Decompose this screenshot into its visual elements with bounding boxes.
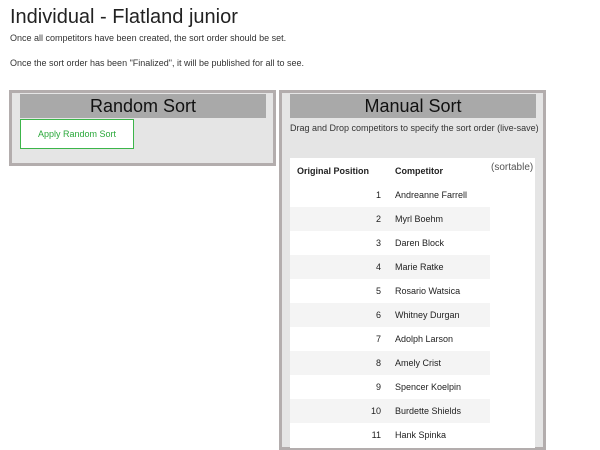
apply-button[interactable]: Apply Random Sort [20, 119, 134, 149]
table-row[interactable]: 6 Whitney Durgan [290, 303, 490, 327]
position: 6 [375, 310, 381, 320]
table-row[interactable]: 11 Hank Spinka [290, 423, 490, 447]
position: 9 [375, 382, 381, 392]
position: 1 [375, 190, 381, 200]
note: Once the sort order has been "Finalized"… [10, 58, 305, 68]
panel-title: Random Sort [20, 94, 266, 118]
competitor: Hank Spinka [395, 430, 447, 440]
position: 3 [375, 238, 381, 248]
competitor: Daren Block [395, 238, 445, 248]
table-row[interactable]: 4 Marie Ratke [290, 255, 490, 279]
competitor: Marie Ratke [395, 262, 444, 272]
page: Individual - Flatland junior Once all co… [9, 6, 546, 450]
table-row[interactable]: 8 Amely Crist [290, 351, 490, 375]
sortable-note: (sortable) [491, 162, 534, 173]
competitor: Amely Crist [395, 358, 442, 368]
table-row[interactable]: 7 Adolph Larson [290, 327, 490, 351]
competitor: Spencer Koelpin [395, 382, 462, 392]
position: 7 [375, 334, 381, 344]
note: Once all competitors have been created, … [10, 33, 287, 43]
column-header: Original Position [297, 166, 370, 176]
table-row[interactable]: 10 Burdette Shields [290, 399, 490, 423]
description: Drag and Drop competitors to specify the… [290, 123, 539, 133]
table-row[interactable]: 2 Myrl Boehm [290, 207, 490, 231]
position: 10 [370, 406, 381, 416]
position: 5 [375, 286, 381, 296]
page-title: Individual - Flatland junior [10, 6, 238, 28]
panel-title: Manual Sort [290, 94, 536, 118]
table-row[interactable]: 1 Andreanne Farrell [290, 183, 490, 207]
competitor: Myrl Boehm [395, 214, 444, 224]
competitor: Andreanne Farrell [395, 190, 468, 200]
table-row[interactable]: 9 Spencer Koelpin [290, 375, 490, 399]
position: 4 [375, 262, 381, 272]
position: 2 [375, 214, 381, 224]
column-header: Competitor [395, 166, 443, 176]
competitor: Rosario Watsica [395, 286, 461, 296]
competitor: Burdette Shields [395, 406, 462, 416]
position: 8 [375, 358, 381, 368]
table-row[interactable]: 5 Rosario Watsica [290, 279, 490, 303]
position: 11 [371, 430, 381, 440]
competitor: Whitney Durgan [395, 310, 460, 320]
sort-table: Original Position Competitor 1 Andreanne … [290, 158, 535, 448]
competitor: Adolph Larson [395, 334, 454, 344]
table-row[interactable]: 3 Daren Block [290, 231, 490, 255]
